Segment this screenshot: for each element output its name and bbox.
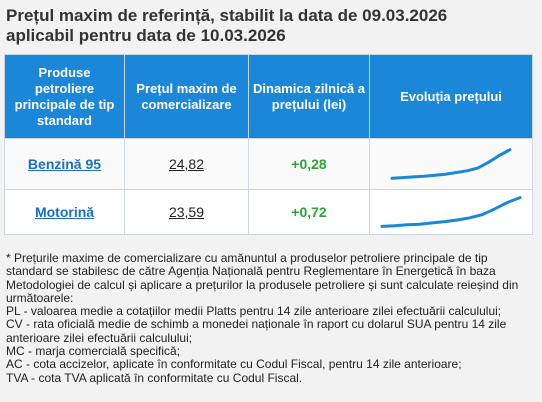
price-value-motorina: 23,59 [168, 204, 205, 220]
trend-line [380, 196, 522, 228]
sparkline-benzina [390, 148, 512, 180]
product-cell: Motorină [4, 189, 125, 235]
footnote-cv: CV - rata oficială medie de schimb a mon… [6, 317, 507, 345]
table-header-row: Produse petroliere principale de tip sta… [4, 54, 533, 139]
trend-line [390, 148, 512, 180]
header-max-price: Prețul maxim de comercializare [124, 54, 249, 139]
footnotes: * Prețurile maxime de comercializare cu … [6, 251, 536, 385]
price-cell: 24,82 [124, 138, 249, 190]
price-cell: 23,59 [124, 189, 249, 235]
footnote-intro: * Prețurile maxime de comercializare cu … [6, 251, 519, 305]
header-price-evolution: Evoluția prețului [369, 54, 533, 139]
footnote-mc: MC - marja comercială specifică; [6, 344, 181, 359]
header-daily-dynamics: Dinamica zilnică a prețului (lei) [248, 54, 370, 139]
prices-table: Produse petroliere principale de tip sta… [4, 54, 533, 235]
delta-cell: +0,72 [248, 189, 370, 235]
header-products: Produse petroliere principale de tip sta… [4, 54, 125, 139]
delta-value-benzina: +0,28 [291, 156, 327, 172]
product-cell: Benzină 95 [4, 138, 125, 190]
footnote-pl: PL - valoarea medie a cotațiilor medii P… [6, 304, 502, 319]
trend-cell [369, 138, 533, 190]
footnote-ac: AC - cota accizelor, aplicate în conform… [6, 357, 462, 372]
footnote-tva: TVA - cota TVA aplicată în conformitate … [6, 370, 303, 385]
title-line-2: aplicabil pentru data de 10.03.2026 [6, 26, 286, 45]
sparkline-motorina [380, 196, 522, 228]
table-row: Motorină 23,59 +0,72 [4, 189, 533, 235]
delta-value-motorina: +0,72 [291, 204, 327, 220]
price-value-benzina: 24,82 [168, 156, 205, 172]
page-title: Prețul maxim de referință, stabilit la d… [6, 6, 536, 46]
product-link-motorina[interactable]: Motorină [34, 204, 95, 220]
table-row: Benzină 95 24,82 +0,28 [4, 138, 533, 190]
delta-cell: +0,28 [248, 138, 370, 190]
title-line-1: Prețul maxim de referință, stabilit la d… [6, 6, 448, 25]
trend-cell [369, 189, 533, 235]
product-link-benzina-95[interactable]: Benzină 95 [27, 156, 102, 172]
